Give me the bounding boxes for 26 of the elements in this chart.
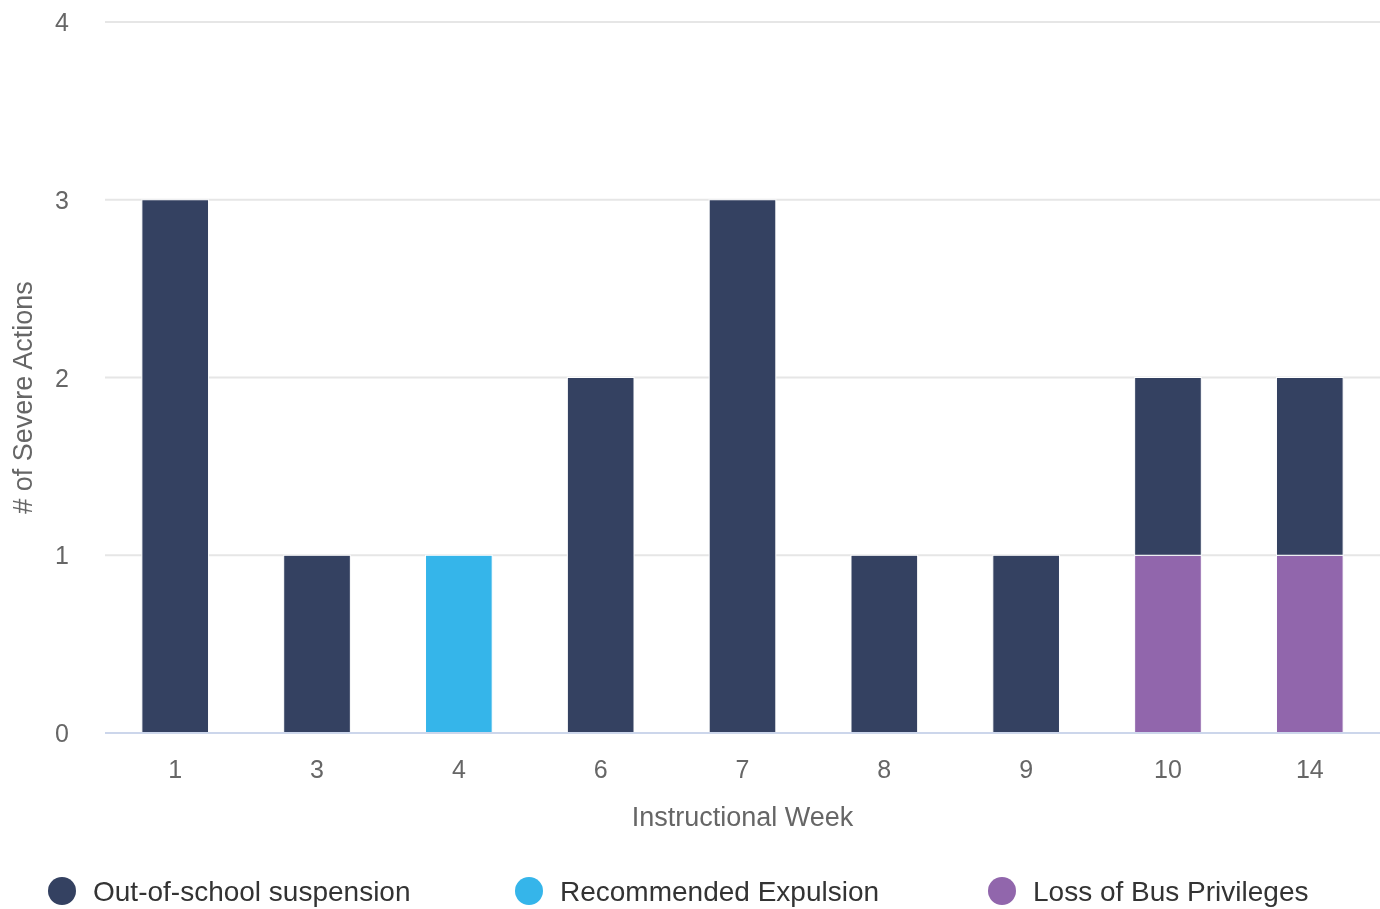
legend-label: Out-of-school suspension [93,876,411,907]
bar [992,554,1060,734]
bar [283,554,351,734]
y-tick-label: 3 [55,185,69,214]
y-axis-title: # of Severe Actions [8,281,38,514]
x-tick-label: 1 [168,755,183,783]
bar [141,199,210,734]
x-tick-label: 9 [1019,755,1034,783]
x-tick-label: 4 [451,755,466,783]
x-axis-title: Instructional Week [631,802,854,832]
bar [850,554,919,734]
y-tick-label: 1 [55,541,69,570]
x-tick-label: 10 [1154,755,1182,783]
bar [425,554,493,734]
x-tick-label: 3 [310,755,324,783]
y-tick-label: 0 [55,719,69,747]
x-tick-label: 6 [593,755,608,783]
bar [708,199,777,734]
x-tick-label: 14 [1295,755,1324,783]
legend-label: Loss of Bus Privileges [1033,876,1309,907]
legend-label: Recommended Expulsion [560,876,880,907]
x-tick-label: 8 [877,755,892,783]
y-tick-label: 4 [55,8,70,36]
y-tick-label: 2 [55,363,69,392]
x-tick-label: 7 [735,755,750,783]
bar [566,377,635,734]
